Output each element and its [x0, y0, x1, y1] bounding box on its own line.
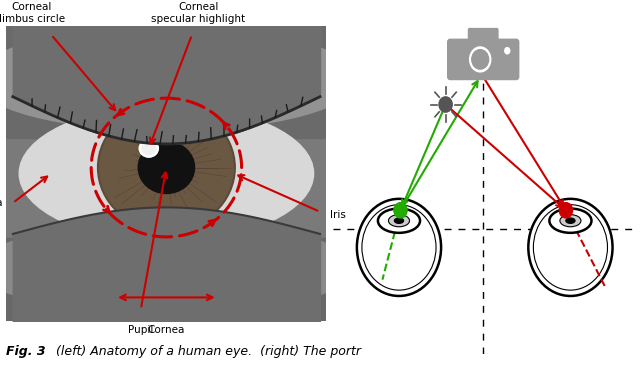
Circle shape	[439, 97, 452, 112]
Text: Fig. 3: Fig. 3	[6, 345, 46, 358]
Text: (left) Anatomy of a human eye.  (right) The portr: (left) Anatomy of a human eye. (right) T…	[48, 345, 361, 358]
Circle shape	[98, 104, 236, 231]
FancyBboxPatch shape	[448, 39, 518, 80]
Ellipse shape	[0, 224, 358, 312]
Circle shape	[357, 199, 441, 296]
Text: Sclera: Sclera	[0, 198, 3, 208]
Ellipse shape	[378, 208, 420, 233]
Ellipse shape	[394, 218, 403, 223]
Circle shape	[394, 203, 407, 218]
Ellipse shape	[549, 208, 591, 233]
Ellipse shape	[566, 218, 575, 223]
Circle shape	[142, 142, 156, 155]
FancyBboxPatch shape	[468, 28, 498, 45]
Ellipse shape	[19, 106, 314, 241]
Bar	[6, 238, 326, 321]
Circle shape	[362, 205, 436, 290]
Circle shape	[559, 203, 573, 218]
Ellipse shape	[560, 215, 581, 227]
Text: Corneal
limbus circle: Corneal limbus circle	[0, 2, 65, 24]
Ellipse shape	[0, 27, 358, 131]
Circle shape	[100, 106, 233, 229]
Text: Iris: Iris	[330, 210, 346, 220]
Circle shape	[468, 45, 493, 74]
Text: Cornea: Cornea	[148, 325, 185, 335]
Circle shape	[472, 50, 488, 69]
Ellipse shape	[388, 215, 410, 227]
Circle shape	[503, 46, 511, 55]
Text: Pupil: Pupil	[128, 325, 154, 335]
Circle shape	[138, 142, 195, 193]
Circle shape	[140, 139, 159, 157]
Circle shape	[533, 205, 607, 290]
Text: Corneal
specular highlight: Corneal specular highlight	[151, 2, 246, 24]
Circle shape	[529, 199, 612, 296]
Bar	[6, 26, 326, 138]
